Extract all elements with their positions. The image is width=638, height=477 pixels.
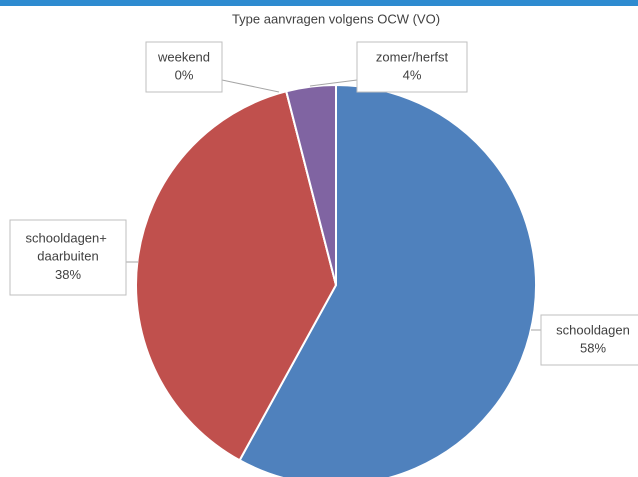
value-label: 0%: [175, 67, 194, 82]
pie-slice: [238, 83, 537, 477]
label-box: [540, 314, 638, 366]
category-label: weekend: [157, 49, 210, 64]
value-label: 38%: [55, 267, 81, 282]
chart-title: Type aanvragen volgens OCW (VO): [232, 11, 440, 26]
value-label: 58%: [580, 340, 606, 355]
category-label-line: daarbuiten: [37, 249, 98, 264]
label-box: [9, 219, 127, 296]
leader-line: [221, 79, 280, 93]
value-label: 4%: [403, 67, 422, 82]
category-label: schooldagen: [556, 322, 630, 337]
label-box: [356, 41, 468, 93]
category-label-line: schooldagen+: [26, 231, 111, 246]
category-label: zomer/herfst: [376, 49, 449, 64]
pie-slice: [135, 90, 338, 462]
leader-line: [309, 79, 358, 87]
label-box: [145, 41, 223, 93]
pie-slice: [285, 83, 337, 286]
top-bar: [0, 0, 638, 6]
category-label: schooldagen+ daarbuiten: [26, 231, 111, 264]
